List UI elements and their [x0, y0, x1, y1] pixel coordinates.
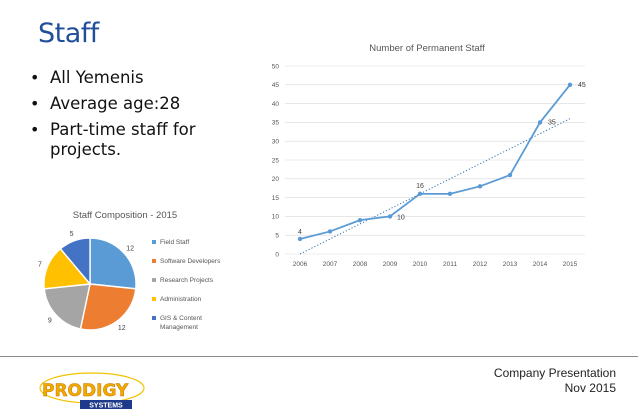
y-tick-label: 35 — [272, 120, 280, 127]
y-tick-label: 25 — [272, 157, 280, 164]
prodigy-logo: PRODIGY SYSTEMS — [38, 372, 148, 412]
slice-value-label: 5 — [70, 231, 74, 238]
x-tick-label: 2007 — [323, 261, 338, 268]
legend-swatch — [152, 316, 156, 320]
footer-line-1: Company Presentation — [493, 366, 616, 380]
bullet-item: • All Yemenis — [26, 68, 236, 88]
bullet-dot-icon: • — [30, 68, 40, 87]
slice-value-label: 9 — [48, 318, 52, 325]
bullet-dot-icon: • — [30, 94, 40, 113]
y-tick-label: 5 — [275, 233, 279, 240]
bullet-list: • All Yemenis • Average age:28 • Part-ti… — [26, 68, 236, 166]
y-tick-label: 15 — [272, 195, 280, 202]
footer-divider — [0, 356, 638, 357]
footer: Company Presentation Nov 2015 — [494, 366, 616, 396]
bullet-text: Average age:28 — [50, 94, 181, 113]
bullet-text: All Yemenis — [50, 68, 144, 87]
data-label: 35 — [548, 119, 556, 126]
x-tick-label: 2010 — [413, 261, 428, 268]
legend-label: Administration — [160, 296, 202, 303]
y-tick-label: 10 — [272, 214, 280, 221]
slice-value-label: 12 — [118, 325, 126, 332]
legend-label: Research Projects — [160, 277, 214, 284]
slice-value-label: 12 — [126, 245, 134, 252]
data-point — [387, 214, 393, 219]
y-tick-label: 20 — [272, 176, 280, 183]
line-chart-title: Number of Permanent Staff — [369, 43, 485, 54]
x-tick-label: 2014 — [533, 261, 548, 268]
data-point — [357, 217, 363, 223]
legend-label: Software Developers — [160, 258, 221, 265]
legend-label: GIS & Content Management — [160, 315, 202, 331]
bullet-dot-icon: • — [30, 120, 40, 139]
pie-slice — [43, 283, 91, 330]
bullet-item: • Average age:28 — [26, 94, 236, 114]
pie-slice — [59, 237, 91, 286]
y-tick-label: 40 — [272, 101, 280, 108]
data-point — [507, 172, 513, 178]
data-point — [327, 229, 333, 234]
data-point — [297, 236, 303, 242]
legend-swatch — [152, 278, 156, 282]
data-point — [567, 82, 573, 87]
x-tick-label: 2011 — [443, 261, 457, 268]
data-label: 16 — [416, 183, 424, 190]
data-point — [477, 184, 483, 189]
legend-swatch — [152, 297, 156, 301]
data-label: 4 — [298, 229, 302, 236]
legend-swatch — [152, 240, 156, 244]
legend-label: Field Staff — [160, 239, 189, 246]
y-tick-label: 45 — [272, 82, 280, 89]
x-tick-label: 2015 — [563, 261, 578, 268]
x-tick-label: 2009 — [383, 261, 398, 268]
data-point — [417, 191, 423, 197]
svg-text:SYSTEMS: SYSTEMS — [89, 403, 123, 410]
y-tick-label: 30 — [272, 139, 280, 146]
pie-slice — [79, 283, 137, 331]
series-line — [299, 84, 571, 240]
bullet-item: • Part-time staff for projects. — [26, 120, 236, 160]
pie-chart-title: Staff Composition - 2015 — [73, 210, 177, 221]
data-label: 45 — [578, 82, 586, 89]
x-tick-label: 2013 — [503, 261, 518, 268]
y-tick-label: 0 — [275, 251, 279, 258]
pie-chart: Staff Composition - 2015 12 12 9 7 5 Field S… — [38, 210, 221, 332]
y-tick-label: 50 — [272, 63, 280, 70]
slide-title: Staff — [38, 18, 99, 49]
x-tick-label: 2006 — [293, 261, 308, 268]
line-chart: Number of Permanent Staff 0 5 10 15 20 25 30 35… — [272, 43, 586, 268]
trendline — [299, 118, 571, 255]
x-tick-label: 2012 — [473, 261, 488, 268]
pie-slice — [89, 237, 137, 290]
x-tick-label: 2008 — [353, 261, 368, 268]
data-point — [537, 120, 543, 125]
data-label: 10 — [397, 214, 405, 221]
svg-text:PRODIGY: PRODIGY — [42, 381, 129, 401]
data-point — [447, 191, 453, 197]
slice-value-label: 7 — [38, 261, 42, 268]
footer-line-2: Nov 2015 — [564, 381, 616, 395]
bullet-text: Part-time staff for projects. — [50, 120, 196, 159]
legend-swatch — [152, 259, 156, 263]
